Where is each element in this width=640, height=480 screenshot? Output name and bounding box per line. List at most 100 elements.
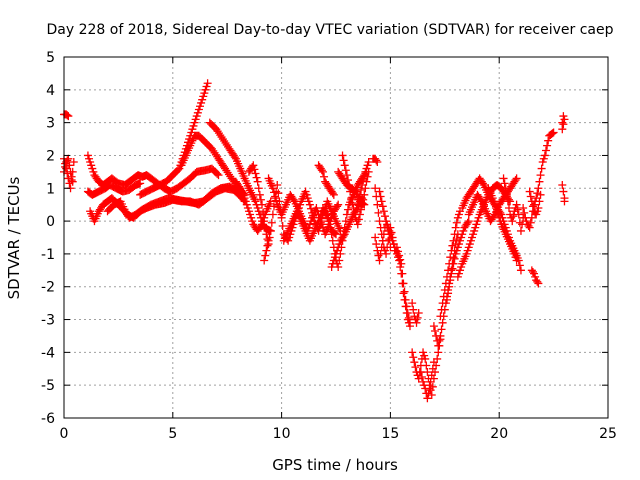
data-point: [513, 205, 522, 214]
data-point: [428, 364, 437, 373]
data-point: [463, 218, 472, 227]
data-point: [400, 287, 409, 296]
data-point: [508, 217, 517, 226]
data-point: [536, 190, 545, 199]
data-point: [328, 189, 337, 198]
data-point: [511, 176, 520, 185]
data-point: [560, 197, 569, 206]
data-point: [136, 179, 145, 188]
data-point: [359, 176, 368, 185]
data-point: [375, 256, 384, 265]
y-tick-label: 4: [46, 83, 55, 99]
data-point: [364, 158, 373, 167]
data-point: [262, 246, 271, 255]
data-point: [501, 184, 510, 193]
data-point: [320, 172, 329, 181]
x-tick-label: 25: [599, 426, 617, 442]
data-point: [451, 223, 460, 232]
data-point: [436, 312, 445, 321]
data-point: [357, 205, 366, 214]
data-point: [372, 240, 381, 249]
data-point: [343, 205, 352, 214]
x-tick-label: 0: [60, 426, 69, 442]
data-point: [213, 169, 222, 178]
data-point: [421, 354, 430, 363]
data-point: [378, 236, 387, 245]
data-point: [353, 220, 362, 229]
data-point: [534, 279, 543, 288]
data-point: [256, 222, 265, 231]
data-point: [412, 318, 421, 327]
data-point: [339, 156, 348, 165]
y-tick-label: -1: [41, 247, 55, 263]
data-point: [399, 279, 408, 288]
data-point: [448, 264, 457, 273]
data-point: [333, 202, 342, 211]
data-point: [69, 158, 78, 167]
data-point: [413, 313, 422, 322]
data-point: [448, 241, 457, 250]
data-point: [525, 187, 534, 196]
data-point: [345, 180, 354, 189]
data-point: [559, 120, 568, 129]
data-point: [278, 222, 287, 231]
data-point: [289, 195, 298, 204]
data-point: [525, 223, 534, 232]
data-point: [534, 203, 543, 212]
data-point: [214, 171, 223, 180]
y-tick-label: 2: [46, 148, 55, 164]
data-point: [338, 151, 347, 160]
x-tick-label: 5: [168, 426, 177, 442]
data-point: [268, 184, 277, 193]
data-point: [395, 251, 404, 260]
data-point: [500, 179, 509, 188]
data-point: [349, 203, 358, 212]
data-point: [253, 177, 262, 186]
data-point: [437, 325, 446, 334]
data-point: [373, 200, 382, 209]
data-point: [452, 218, 461, 227]
data-point: [399, 289, 408, 298]
data-point: [437, 305, 446, 314]
data-point: [357, 185, 366, 194]
data-point: [377, 197, 386, 206]
data-point: [533, 277, 542, 286]
data-point: [427, 371, 436, 380]
y-tick-label: 5: [46, 50, 55, 66]
data-point: [429, 358, 438, 367]
data-point: [255, 190, 264, 199]
data-point: [67, 172, 76, 181]
data-point: [438, 299, 447, 308]
data-point: [252, 173, 261, 182]
data-point: [541, 146, 550, 155]
data-point: [450, 230, 459, 239]
data-point: [514, 210, 523, 219]
data-point: [263, 241, 272, 250]
data-point: [526, 192, 535, 201]
data-point: [377, 243, 386, 252]
data-point: [259, 208, 268, 217]
data-point: [258, 200, 267, 209]
data-point: [174, 165, 183, 174]
data-point: [334, 200, 343, 209]
data-point: [446, 276, 455, 285]
data-point: [536, 171, 545, 180]
chart-title: Day 228 of 2018, Sidereal Day-to-day VTE…: [47, 22, 614, 38]
data-point: [535, 197, 544, 206]
data-point: [409, 353, 418, 362]
grid-lines: [64, 57, 608, 418]
x-tick-label: 20: [490, 426, 508, 442]
data-point: [397, 259, 406, 268]
data-point: [515, 261, 524, 270]
data-point: [519, 203, 528, 212]
y-axis-label: SDTVAR / TECUs: [5, 176, 23, 299]
data-point: [251, 169, 260, 178]
data-point: [540, 151, 549, 160]
data-point: [355, 210, 364, 219]
data-point: [354, 215, 363, 224]
data-point: [489, 212, 498, 221]
data-point: [425, 384, 434, 393]
data-point: [398, 269, 407, 278]
data-point: [329, 190, 338, 199]
